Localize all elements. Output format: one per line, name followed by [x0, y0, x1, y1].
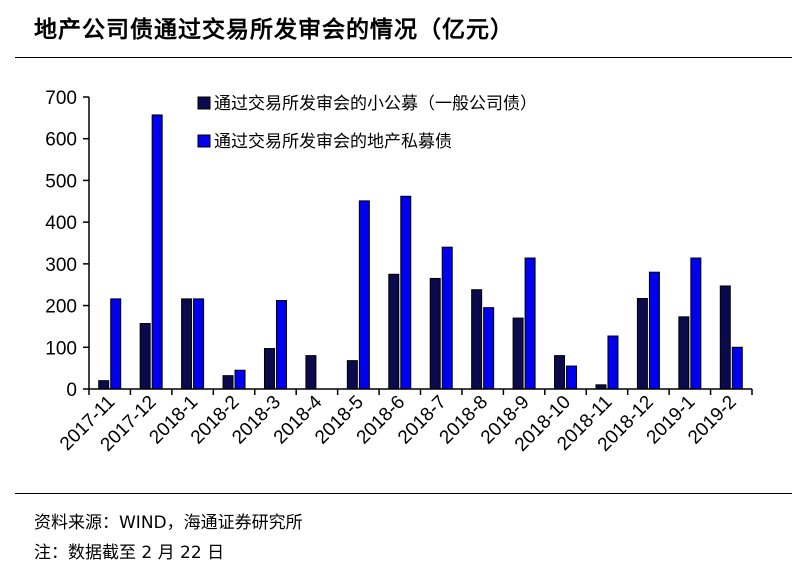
bar-public — [678, 316, 690, 390]
bar-private — [400, 195, 412, 390]
bar-public — [429, 277, 441, 390]
bar-private — [275, 300, 287, 390]
bar-private — [566, 365, 578, 390]
y-tick-label: 100 — [45, 338, 77, 359]
bar-private — [524, 257, 536, 390]
bar-private — [483, 307, 495, 390]
bar-public — [98, 380, 110, 390]
bar-private — [234, 369, 246, 390]
bar-private — [110, 298, 122, 390]
bar-public — [305, 355, 317, 390]
bar-public — [719, 285, 731, 390]
bar-public — [388, 273, 400, 390]
bar-public — [139, 323, 151, 390]
bar-private — [441, 246, 453, 390]
source-note: 资料来源：WIND，海通证券研究所 — [34, 513, 303, 533]
y-tick-label: 600 — [45, 130, 77, 151]
legend-swatch — [197, 96, 211, 110]
title-divider — [15, 57, 792, 58]
bar-public — [512, 317, 524, 390]
bar-private — [193, 298, 205, 390]
bar-private — [731, 346, 743, 390]
legend-label: 通过交易所发审会的小公募（一般公司债） — [214, 94, 537, 114]
bar-public — [222, 375, 234, 390]
page-title: 地产公司债通过交易所发审会的情况（亿元） — [34, 17, 514, 43]
bar-private — [607, 335, 619, 390]
bar-private — [690, 257, 702, 390]
bar-public — [636, 297, 648, 390]
y-tick-label: 0 — [66, 380, 77, 401]
bar-private — [151, 114, 163, 390]
legend-label: 通过交易所发审会的地产私募债 — [214, 132, 452, 152]
y-tick-label: 700 — [45, 88, 77, 109]
bar-chart: 01002003004005006007002017-112017-122018… — [45, 88, 753, 456]
bar-public — [263, 348, 275, 390]
bar-public — [471, 289, 483, 390]
y-tick-label: 500 — [45, 171, 77, 192]
bar-public — [346, 360, 358, 390]
footer-divider — [15, 493, 792, 494]
bar-public — [181, 298, 193, 390]
bar-private — [648, 271, 660, 390]
bar-public — [554, 355, 566, 390]
y-tick-label: 200 — [45, 297, 77, 318]
y-tick-label: 400 — [45, 213, 77, 234]
legend-swatch — [197, 134, 211, 148]
date-note: 注：数据截至 2 月 22 日 — [34, 543, 225, 563]
bar-private — [358, 200, 370, 390]
y-tick-label: 300 — [45, 255, 77, 276]
